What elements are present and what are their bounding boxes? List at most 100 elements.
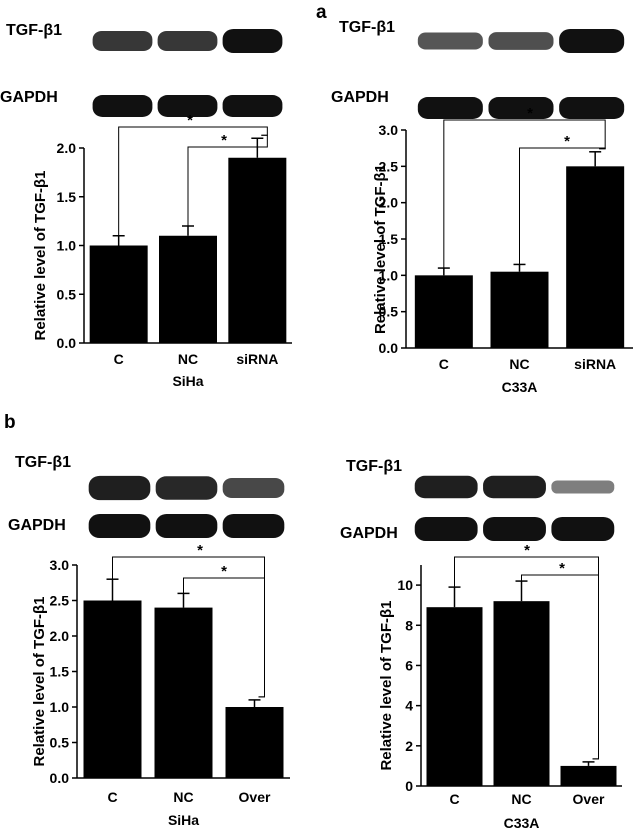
x-tick-label: siRNA xyxy=(236,351,278,367)
y-tick-label: 6 xyxy=(405,657,413,673)
gapdh-band-1 xyxy=(414,517,478,541)
bar-nc xyxy=(493,601,550,786)
gapdh-band-1 xyxy=(92,95,153,117)
tgf-b1-blot-label: TGF-β1 xyxy=(6,22,62,39)
bar-c xyxy=(426,607,483,786)
panel-label-a: a xyxy=(316,2,327,23)
tgf-b1-band-2 xyxy=(155,476,218,500)
tgf-b1-band-3 xyxy=(222,29,283,53)
bar-over xyxy=(225,707,284,778)
gapdh-band-2 xyxy=(488,97,554,119)
y-tick-label: 2.0 xyxy=(50,628,70,644)
x-axis-title: SiHa xyxy=(168,812,199,828)
bar-c xyxy=(89,245,148,343)
y-tick-label: 0.0 xyxy=(50,770,70,786)
y-tick-label: 2.0 xyxy=(57,140,77,156)
significance-star: * xyxy=(527,105,533,122)
gapdh-blot-label: GAPDH xyxy=(8,517,66,534)
bar-nc xyxy=(154,607,213,778)
bar-c xyxy=(414,275,473,348)
x-axis-title: C33A xyxy=(502,379,538,395)
gapdh-blot-label: GAPDH xyxy=(331,89,389,106)
tgf-b1-band-1 xyxy=(88,475,151,501)
y-tick-label: 0.5 xyxy=(379,304,399,320)
tgf-b1-band-2 xyxy=(157,30,218,52)
y-tick-label: 2.5 xyxy=(379,158,399,174)
y-axis-title: Relative level of TGF-β1 xyxy=(378,600,395,770)
tgf-b1-blot-label: TGF-β1 xyxy=(339,19,395,36)
y-tick-label: 3.0 xyxy=(50,557,70,573)
bar-chart-4: 0 2 4 6 8 10 C NC Over C33A Relative level of TGF-… xyxy=(378,542,622,831)
significance-bracket xyxy=(183,577,265,698)
bar-chart-1: 0.0 0.5 1.0 1.5 2.0 C NC siRNA SiHa Relative leve… xyxy=(32,112,292,389)
significance-star: * xyxy=(187,112,193,129)
y-tick-label: 0.0 xyxy=(379,340,399,356)
significance-bracket xyxy=(521,574,599,760)
bar-chart-2: 0.0 0.5 1.0 1.5 2.0 2.5 3.0 C NC siRNA C33A Relativ… xyxy=(372,105,633,395)
bar-over xyxy=(560,765,617,786)
y-tick-label: 1.5 xyxy=(50,664,70,680)
bar-nc xyxy=(490,271,549,348)
x-tick-label: C xyxy=(449,791,459,807)
gapdh-band-1 xyxy=(88,514,151,538)
gapdh-band-3 xyxy=(559,97,625,119)
x-tick-label: NC xyxy=(178,351,198,367)
significance-bracket xyxy=(519,147,606,265)
y-tick-label: 8 xyxy=(405,617,413,633)
western-blot-1: TGF-β1 GAPDH xyxy=(0,22,283,117)
tgf-b1-blot-label: TGF-β1 xyxy=(346,458,402,475)
western-blot-4: TGF-β1 GAPDH xyxy=(340,458,615,542)
gapdh-band-2 xyxy=(155,514,218,538)
significance-bracket xyxy=(187,134,268,226)
bar-c xyxy=(83,600,142,778)
gapdh-blot-label: GAPDH xyxy=(340,525,398,542)
tgf-b1-band-3 xyxy=(551,480,615,494)
x-tick-label: NC xyxy=(511,791,531,807)
significance-star: * xyxy=(221,563,227,580)
tgf-b1-band-2 xyxy=(483,475,546,499)
y-tick-label: 10 xyxy=(397,577,413,593)
tgf-b1-band-2 xyxy=(488,32,554,50)
tgf-b1-band-1 xyxy=(417,32,483,50)
gapdh-band-3 xyxy=(551,517,615,541)
tgf-b1-band-3 xyxy=(222,477,285,499)
charts-container: TGF-β1 GAPDH 0.0 0.5 1.0 1.5 2.0 C NC siRNA SiHa Re… xyxy=(0,19,633,831)
y-tick-label: 0 xyxy=(405,778,413,794)
x-tick-label: C xyxy=(107,789,117,805)
x-tick-label: C xyxy=(114,351,124,367)
tgf-b1-band-1 xyxy=(92,30,153,52)
western-blot-3: TGF-β1 GAPDH xyxy=(8,454,285,538)
y-tick-label: 0.5 xyxy=(57,286,77,302)
y-tick-label: 1.0 xyxy=(57,238,77,254)
gapdh-band-2 xyxy=(157,95,218,117)
y-tick-label: 1.0 xyxy=(50,699,70,715)
y-tick-label: 2.5 xyxy=(50,593,70,609)
x-axis-title: SiHa xyxy=(172,373,203,389)
y-tick-label: 0.5 xyxy=(50,735,70,751)
bar-sirna xyxy=(566,166,625,348)
gapdh-blot-label: GAPDH xyxy=(0,89,58,106)
x-tick-label: Over xyxy=(239,789,271,805)
x-axis-title: C33A xyxy=(504,815,540,831)
y-tick-label: 4 xyxy=(405,698,413,714)
gapdh-band-3 xyxy=(222,95,283,117)
x-tick-label: NC xyxy=(173,789,193,805)
y-tick-label: 1.0 xyxy=(379,267,399,283)
significance-star: * xyxy=(524,542,530,559)
y-axis-title: Relative level of TGF-β1 xyxy=(31,596,48,766)
gapdh-band-1 xyxy=(417,97,483,119)
y-tick-label: 0.0 xyxy=(57,335,77,351)
bar-chart-3: 0.0 0.5 1.0 1.5 2.0 2.5 3.0 C NC Over SiHa Relative… xyxy=(31,542,290,828)
y-tick-label: 2.0 xyxy=(379,195,399,211)
significance-star: * xyxy=(564,133,570,150)
y-tick-label: 2 xyxy=(405,738,413,754)
gapdh-band-3 xyxy=(222,514,285,538)
x-tick-label: C xyxy=(439,356,449,372)
y-tick-label: 3.0 xyxy=(379,122,399,138)
tgf-b1-band-1 xyxy=(414,475,478,499)
significance-star: * xyxy=(559,560,565,577)
tgf-b1-band-3 xyxy=(559,29,625,53)
gapdh-band-2 xyxy=(483,517,546,541)
y-tick-label: 1.5 xyxy=(57,189,77,205)
bar-sirna xyxy=(228,157,287,343)
